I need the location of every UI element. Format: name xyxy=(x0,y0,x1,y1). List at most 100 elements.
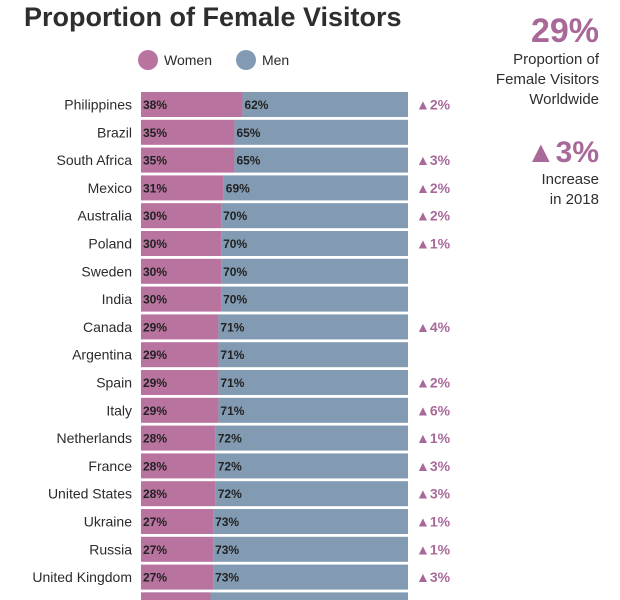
data-label-men: 70% xyxy=(223,265,247,279)
change-label: ▲4% xyxy=(416,319,451,335)
legend-item-men: Men xyxy=(235,50,290,70)
category-label: India xyxy=(102,291,133,307)
legend-item-women: Women xyxy=(138,50,212,70)
bar-men xyxy=(213,564,408,590)
legend-swatch-men xyxy=(235,50,256,70)
data-label-men: 73% xyxy=(215,515,239,529)
data-label-women: 31% xyxy=(143,181,167,195)
bar-women xyxy=(141,258,222,284)
bar-men xyxy=(221,231,408,256)
bar-women xyxy=(141,536,214,562)
change-label: ▲3% xyxy=(416,486,451,502)
data-label-men: 62% xyxy=(244,98,268,112)
worldwide-label-line-2: Female Visitors xyxy=(495,71,599,88)
data-label-men: 65% xyxy=(236,154,260,168)
bar-men xyxy=(218,397,408,423)
bar-women xyxy=(141,175,224,201)
change-label: ▲3% xyxy=(416,458,451,474)
bar-men xyxy=(223,175,408,201)
category-label: Argentina xyxy=(72,347,132,363)
bar-women xyxy=(141,314,219,340)
category-label: Italy xyxy=(106,402,132,418)
bar-women xyxy=(141,147,235,173)
summary-sidebar: 29% Proportion of Female Visitors Worldw… xyxy=(439,12,599,210)
change-label: ▲2% xyxy=(416,97,451,113)
bar-men xyxy=(215,425,408,451)
change-label: ▲1% xyxy=(416,541,451,557)
bar-women xyxy=(141,397,219,423)
legend-label-men: Men xyxy=(261,52,290,68)
data-label-men: 69% xyxy=(226,181,250,195)
bar-women xyxy=(141,481,216,507)
bar-men xyxy=(242,92,408,117)
worldwide-label-line-1: Proportion of xyxy=(513,51,599,68)
data-label-men: 70% xyxy=(223,209,247,223)
bar-men xyxy=(221,258,408,284)
bar-men xyxy=(141,592,408,600)
data-label-women: 28% xyxy=(143,432,167,446)
data-label-women: 30% xyxy=(143,237,167,251)
change-label: ▲6% xyxy=(416,402,451,418)
category-label: Sweden xyxy=(81,263,132,279)
category-label: Philippines xyxy=(64,97,132,113)
data-label-women: 28% xyxy=(143,459,167,473)
change-label: ▲2% xyxy=(416,208,451,224)
change-label: ▲3% xyxy=(416,569,451,585)
bar-men xyxy=(218,314,408,340)
bar-women xyxy=(141,203,222,229)
change-label: ▲1% xyxy=(416,236,451,252)
data-label-men: 72% xyxy=(218,432,242,446)
increase-label-line-1: Increase xyxy=(541,171,599,188)
bar-women xyxy=(141,592,211,600)
category-label: Mexico xyxy=(88,180,133,196)
data-label-men: 72% xyxy=(218,459,242,473)
data-label-women: 35% xyxy=(143,126,167,140)
bar-men xyxy=(218,342,408,368)
legend: Women Men xyxy=(138,50,289,70)
bar-women xyxy=(141,231,222,256)
bar-chart: Philippines 38% 62% ▲2% Brazil 35% 65% South Af… xyxy=(32,92,451,600)
data-label-women: 35% xyxy=(143,154,167,168)
legend-label-women: Women xyxy=(164,52,212,68)
category-label: Ukraine xyxy=(84,514,132,530)
bar-men xyxy=(218,370,408,395)
data-label-men: 71% xyxy=(220,404,244,418)
category-label: United States xyxy=(48,486,132,502)
change-label: ▲2% xyxy=(416,180,451,196)
category-label: Australia xyxy=(78,208,133,224)
data-label-men: 65% xyxy=(236,126,260,140)
bar-men xyxy=(221,203,408,229)
data-label-men: 73% xyxy=(215,571,239,585)
bar-women xyxy=(141,453,216,479)
data-label-women: 27% xyxy=(143,543,167,557)
bar-women xyxy=(141,564,214,590)
bar-women xyxy=(141,425,216,451)
change-label: ▲1% xyxy=(416,430,451,446)
bar-men xyxy=(234,147,408,173)
change-label: ▲1% xyxy=(416,514,451,530)
bar-women xyxy=(141,370,219,395)
bar-men xyxy=(215,481,408,507)
worldwide-label-line-3: Worldwide xyxy=(529,91,599,108)
data-label-women: 30% xyxy=(143,293,167,307)
bar-women xyxy=(141,92,243,117)
category-label: Russia xyxy=(89,541,132,557)
category-label: Netherlands xyxy=(57,430,133,446)
bar-men xyxy=(234,119,408,145)
data-label-men: 70% xyxy=(223,237,247,251)
data-label-women: 38% xyxy=(143,98,167,112)
bar-men xyxy=(221,286,408,312)
chart-title: Proportion of Female Visitors xyxy=(24,2,402,32)
worldwide-increase: ▲3% xyxy=(525,136,599,169)
bar-men xyxy=(213,536,408,562)
bar-men xyxy=(215,453,408,479)
data-label-women: 27% xyxy=(143,515,167,529)
data-label-women: 30% xyxy=(143,209,167,223)
data-label-men: 72% xyxy=(218,487,242,501)
data-label-women: 29% xyxy=(143,320,167,334)
bar-women xyxy=(141,342,219,368)
worldwide-percentage: 29% xyxy=(530,12,599,50)
data-label-women: 29% xyxy=(143,404,167,418)
data-label-men: 71% xyxy=(220,376,244,390)
category-label: Spain xyxy=(96,375,132,391)
